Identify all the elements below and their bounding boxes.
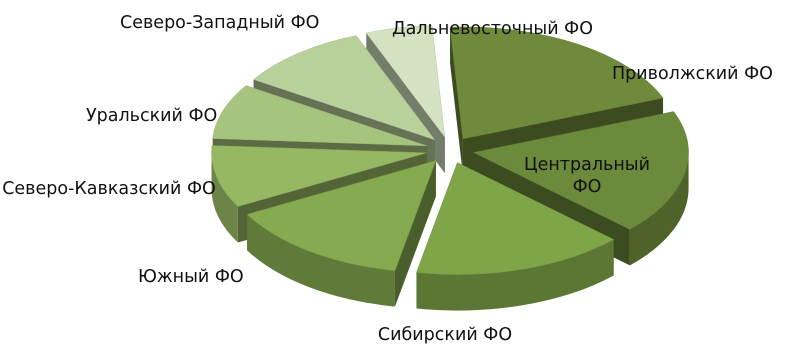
label-tsentralny: Центральный ФО (524, 155, 650, 197)
label-sibirsky: Сибирский ФО (377, 325, 513, 345)
pie-slice (246, 160, 437, 307)
pie-slice-wall (450, 27, 463, 175)
pie-slice-top (472, 111, 689, 230)
pie-slice-top (365, 25, 446, 138)
pie-slice (416, 162, 615, 311)
pie-slice-side (211, 152, 238, 243)
pie-slice-top (246, 160, 437, 271)
pie-slice-top (416, 162, 615, 275)
pie-slice-side (629, 152, 689, 266)
label-uralsky: Уральский ФО (86, 106, 218, 126)
label-yuzhny: Южный ФО (138, 267, 244, 287)
pie-slice-side (416, 239, 614, 311)
label-privolzhsky: Приволжский ФО (612, 64, 773, 84)
pie-slice-top (212, 85, 428, 147)
label-dalnevostochny: Дальневосточный ФО (392, 19, 594, 39)
label-severo-kavkazsky: Северо-Кавказский ФО (2, 179, 216, 199)
pie-slice-top (253, 35, 436, 141)
pie-slice-top (449, 26, 664, 140)
pie-slice-side (247, 214, 395, 307)
pie-slice-top (211, 145, 427, 207)
label-severo-zapadny: Северо-Западный ФО (120, 13, 320, 33)
